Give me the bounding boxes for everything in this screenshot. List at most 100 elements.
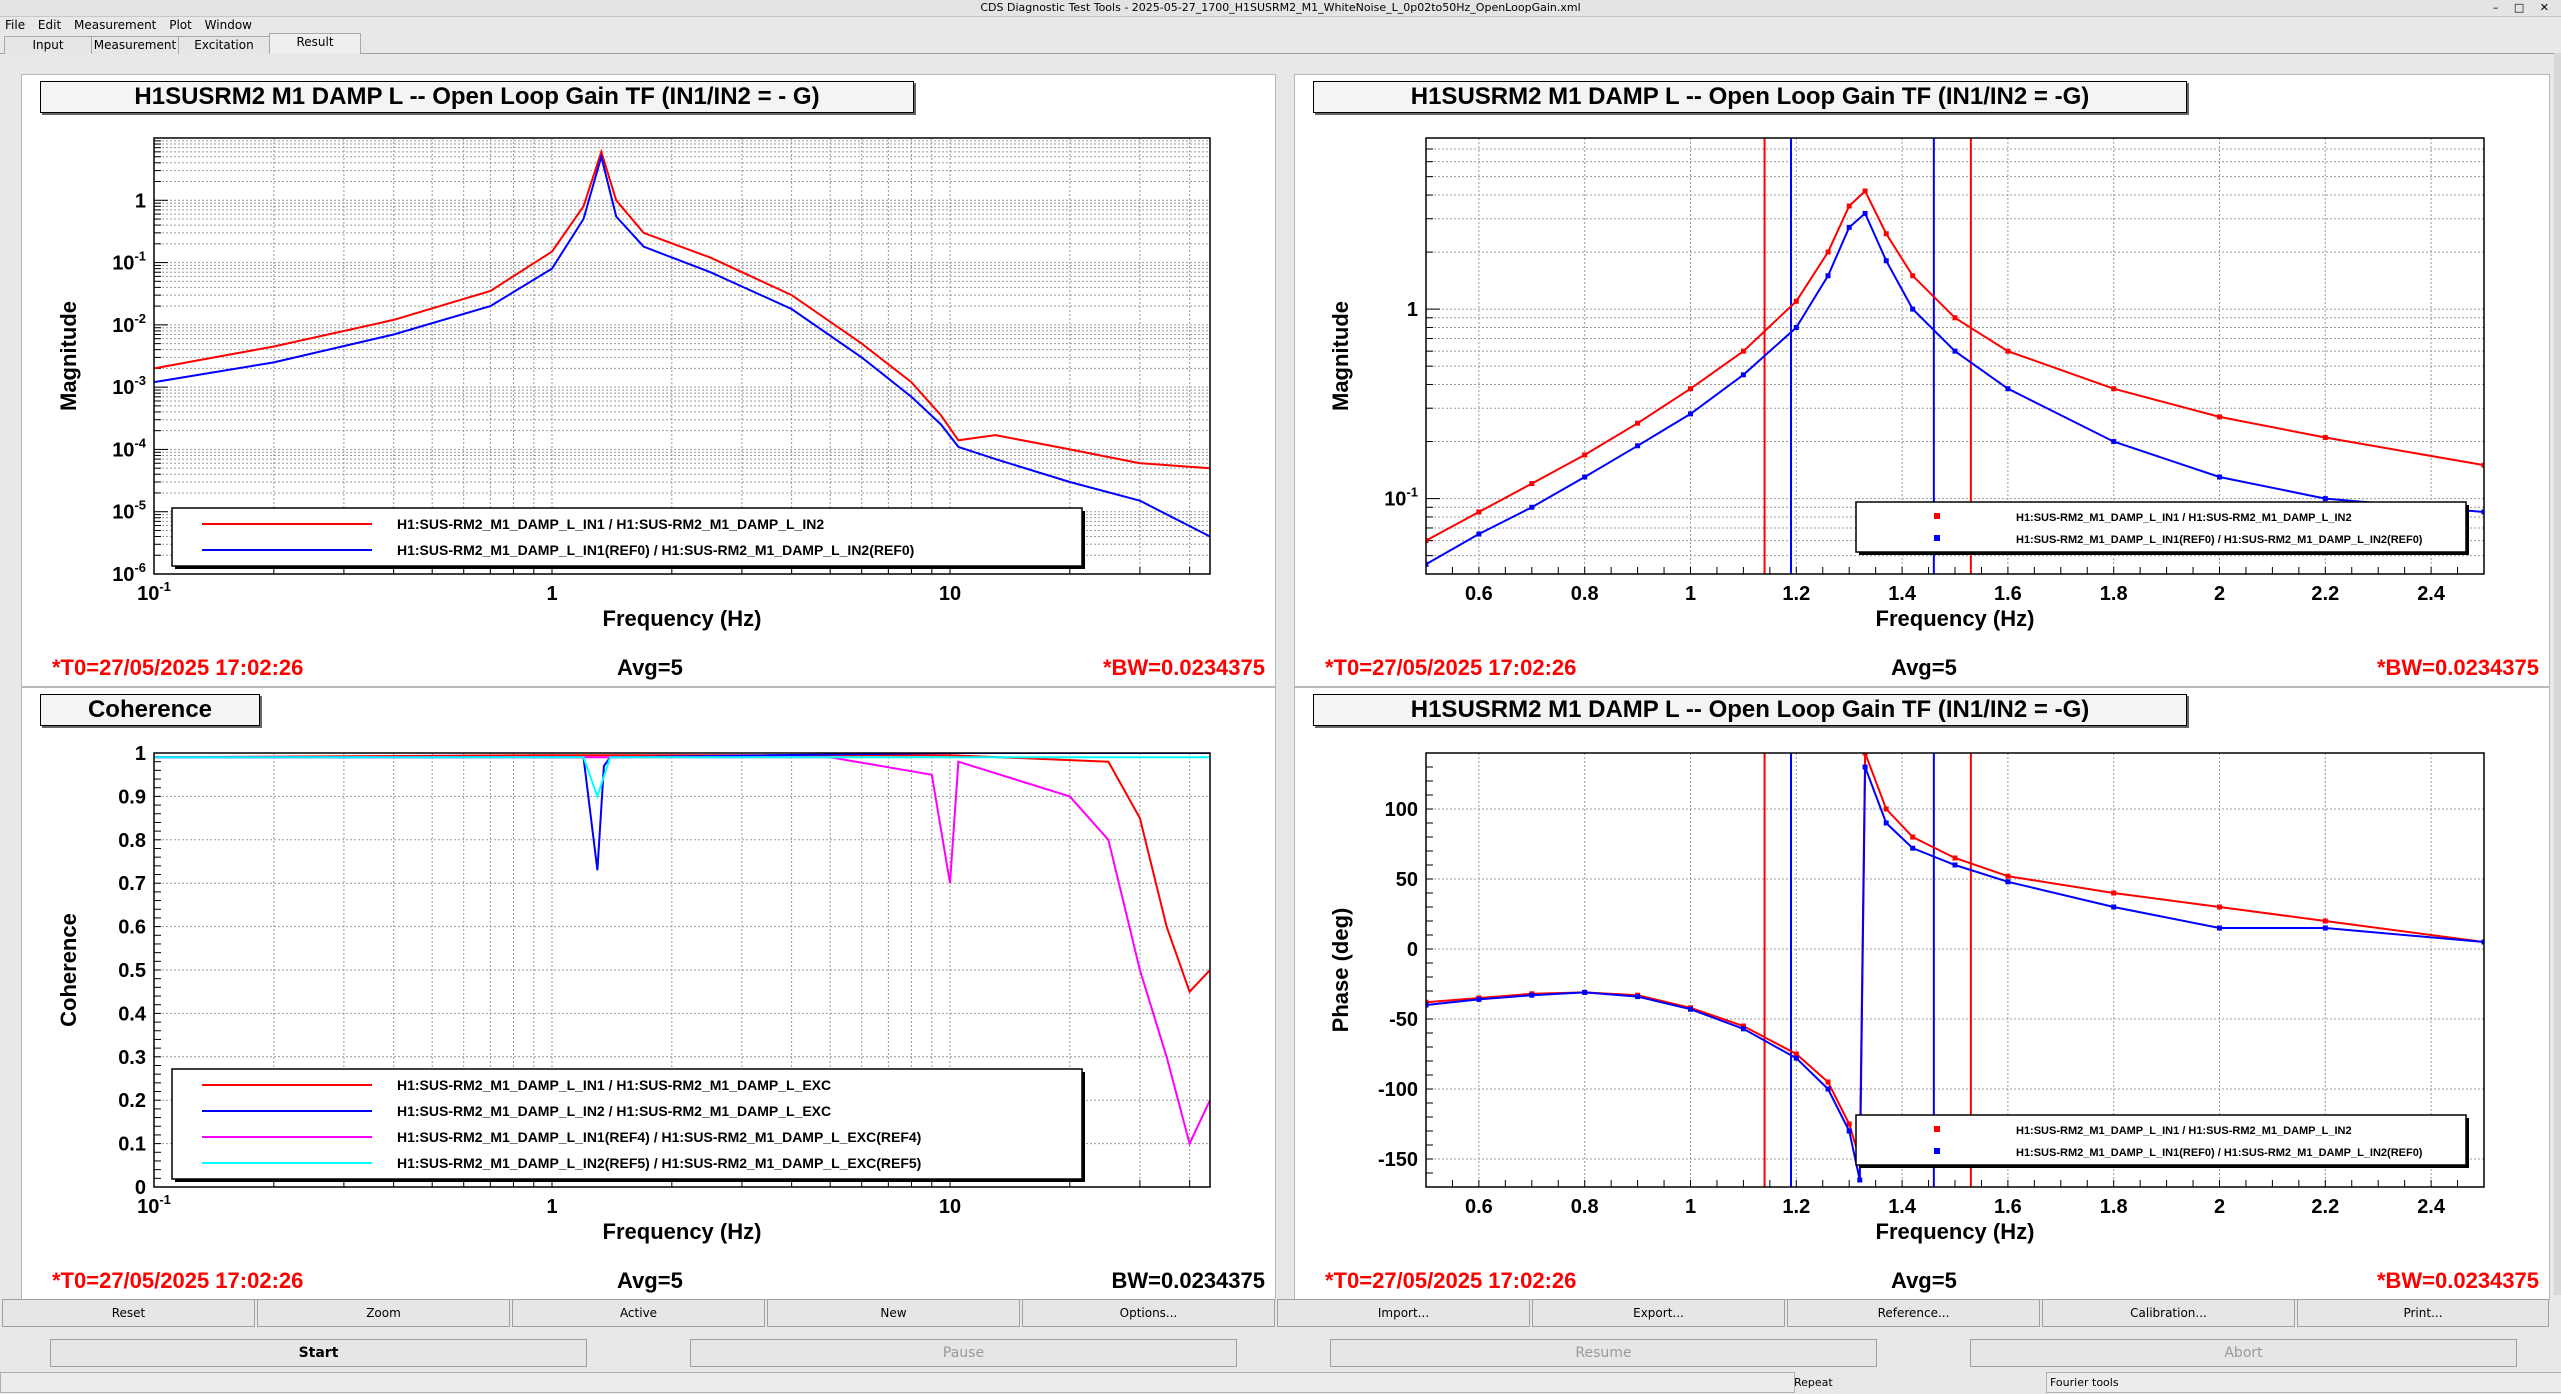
t0-label: *T0=27/05/2025 17:02:26 xyxy=(52,1268,304,1293)
plot-frame xyxy=(153,752,1211,1188)
bw-label: *BW=0.0234375 xyxy=(1102,655,1265,680)
legend-marker-1 xyxy=(1934,1148,1940,1154)
x-tick-label-0: 10-1 xyxy=(137,579,171,605)
tab-result[interactable]: Result xyxy=(269,33,361,54)
menu-measurement[interactable]: Measurement xyxy=(74,18,157,32)
tab-measurement[interactable]: Measurement xyxy=(91,36,179,54)
legend: H1:SUS-RM2_M1_DAMP_L_IN1 / H1:SUS-RM2_M1… xyxy=(171,1068,1085,1182)
y-axis-label: Phase (deg) xyxy=(1328,908,1353,1033)
series-1-point-9 xyxy=(1846,1128,1852,1134)
y-tick-label-4: 10-2 xyxy=(112,311,146,337)
reset-button[interactable]: Reset xyxy=(2,1299,255,1327)
series-0-point-18 xyxy=(2322,918,2328,924)
series-0-point-10 xyxy=(1862,188,1868,194)
series-1-point-0 xyxy=(1426,561,1429,567)
y-tick-label-2: 10-4 xyxy=(112,435,147,461)
magnitude-log-panel[interactable]: 10-1 1 10 10-6 10-5 10-4 10-3 10-2 10-1 1 Frequenc… xyxy=(21,74,1276,687)
menu-window[interactable]: Window xyxy=(204,18,252,32)
series-1-point-0 xyxy=(1426,1002,1429,1008)
options-button[interactable]: Options... xyxy=(1022,1299,1275,1327)
minor-ticks xyxy=(1425,752,2485,1188)
window-controls[interactable]: – □ ✕ xyxy=(2492,1,2555,14)
x-tick-label-2: 1 xyxy=(1685,583,1696,605)
series-line-1 xyxy=(154,152,1210,538)
series-0-point-3 xyxy=(1582,452,1588,458)
status-fourier: Fourier tools xyxy=(2046,1372,2561,1393)
magnitude-zoom-panel[interactable]: 0.6 0.8 1 1.2 1.4 1.6 1.8 2 2.2 2.4 10-1 1 Frequency… xyxy=(1294,74,2550,687)
tab-input[interactable]: Input xyxy=(4,36,92,54)
zoom-button[interactable]: Zoom xyxy=(257,1299,510,1327)
legend: H1:SUS-RM2_M1_DAMP_L_IN1 / H1:SUS-RM2_M1… xyxy=(171,507,1085,569)
y-tick-label-10: 1 xyxy=(135,743,146,765)
window-title-bar: CDS Diagnostic Test Tools - 2025-05-27_1… xyxy=(0,0,2561,17)
series-line-1 xyxy=(1426,766,2484,1181)
legend-marker-0 xyxy=(1934,1126,1940,1132)
new-button[interactable]: New xyxy=(767,1299,1020,1327)
y-tick-label-0: -150 xyxy=(1378,1149,1418,1171)
y-tick-label-6: 0.6 xyxy=(118,917,146,939)
coherence-panel[interactable]: 10-1 1 10 0 0.1 0.2 0.3 0.4 0.5 0.6 0.7 0.8 0.9 1 Freq… xyxy=(21,687,1276,1300)
resume-button[interactable]: Resume xyxy=(1330,1339,1877,1367)
series-line-3 xyxy=(154,756,1210,800)
y-axis-label: Coherence xyxy=(56,913,81,1027)
series-1-point-11 xyxy=(1883,258,1889,264)
y-tick-label-4: 0.4 xyxy=(118,1003,147,1025)
legend-box xyxy=(171,507,1083,567)
right-scrollbar[interactable] xyxy=(2554,53,2561,1295)
y-tick-label-2: -50 xyxy=(1389,1009,1418,1031)
y-tick-label-5: 10-1 xyxy=(112,249,146,275)
calibration-button[interactable]: Calibration... xyxy=(2042,1299,2295,1327)
plot-frame xyxy=(1425,752,2485,1188)
pause-button[interactable]: Pause xyxy=(690,1339,1237,1367)
x-tick-label-9: 2.4 xyxy=(2417,583,2446,605)
x-axis-label: Frequency (Hz) xyxy=(603,606,762,631)
y-tick-label-1: 1 xyxy=(1407,299,1418,321)
legend-box xyxy=(1855,1114,2467,1166)
series-0-point-12 xyxy=(1910,273,1916,279)
series-0-point-15 xyxy=(2005,873,2011,879)
phase-plot[interactable]: 0.6 0.8 1 1.2 1.4 1.6 1.8 2 2.2 2.4 -150 -100 -50 0 50… xyxy=(1295,688,2549,1299)
tab-excitation[interactable]: Excitation xyxy=(178,36,270,54)
series-0-point-6 xyxy=(1740,348,1746,354)
series-1-point-2 xyxy=(1529,992,1535,998)
x-tick-label-5: 1.6 xyxy=(1994,583,2022,605)
avg-label: Avg=5 xyxy=(617,655,683,680)
start-button[interactable]: Start xyxy=(50,1339,587,1367)
series-0-point-7 xyxy=(1793,1051,1799,1057)
legend-entry-1: H1:SUS-RM2_M1_DAMP_L_IN1(REF0) / H1:SUS-… xyxy=(2016,1147,2423,1159)
y-tick-label-5: 0.5 xyxy=(118,960,146,982)
x-tick-label-3: 1.2 xyxy=(1782,583,1810,605)
bw-label: *BW=0.0234375 xyxy=(2376,1268,2539,1293)
menu-plot[interactable]: Plot xyxy=(169,18,192,32)
active-button[interactable]: Active xyxy=(512,1299,765,1327)
import-button[interactable]: Import... xyxy=(1277,1299,1530,1327)
x-tick-label-4: 1.4 xyxy=(1888,1196,1917,1218)
print-button[interactable]: Print... xyxy=(2297,1299,2549,1327)
y-tick-label-0: 10-1 xyxy=(1384,485,1418,511)
magnitude-log-plot[interactable]: 10-1 1 10 10-6 10-5 10-4 10-3 10-2 10-1 1 Frequenc… xyxy=(22,75,1275,686)
series-0-point-11 xyxy=(1862,753,1868,756)
x-tick-label-0: 0.6 xyxy=(1465,1196,1493,1218)
series-line-1 xyxy=(154,753,1210,871)
series-0-point-16 xyxy=(2111,890,2117,896)
bw-label: BW=0.0234375 xyxy=(1111,1268,1266,1293)
abort-button[interactable]: Abort xyxy=(1970,1339,2517,1367)
series-0-point-17 xyxy=(2217,904,2222,910)
panel-title: H1SUSRM2 M1 DAMP L -- Open Loop Gain TF … xyxy=(1313,694,2187,726)
coherence-plot[interactable]: 10-1 1 10 0 0.1 0.2 0.3 0.4 0.5 0.6 0.7 0.8 0.9 1 Freq… xyxy=(22,688,1275,1299)
magnitude-zoom-plot[interactable]: 0.6 0.8 1 1.2 1.4 1.6 1.8 2 2.2 2.4 10-1 1 Frequency… xyxy=(1295,75,2549,686)
menu-edit[interactable]: Edit xyxy=(37,18,62,32)
x-tick-label-7: 2 xyxy=(2214,1196,2225,1218)
series-1-point-14 xyxy=(1952,862,1958,868)
menu-file[interactable]: File xyxy=(5,18,26,32)
legend-marker-0 xyxy=(1934,513,1940,519)
phase-panel[interactable]: 0.6 0.8 1 1.2 1.4 1.6 1.8 2 2.2 2.4 -150 -100 -50 0 50… xyxy=(1294,687,2550,1300)
panel-title: Coherence xyxy=(40,694,260,726)
series-0-point-8 xyxy=(1825,1079,1831,1085)
series-1-point-17 xyxy=(2217,925,2222,931)
legend-entry-1: H1:SUS-RM2_M1_DAMP_L_IN1(REF0) / H1:SUS-… xyxy=(397,542,914,558)
export-button[interactable]: Export... xyxy=(1532,1299,1785,1327)
reference-button[interactable]: Reference... xyxy=(1787,1299,2040,1327)
series-1-point-10 xyxy=(1857,1177,1863,1183)
series-0-point-15 xyxy=(2111,386,2117,392)
